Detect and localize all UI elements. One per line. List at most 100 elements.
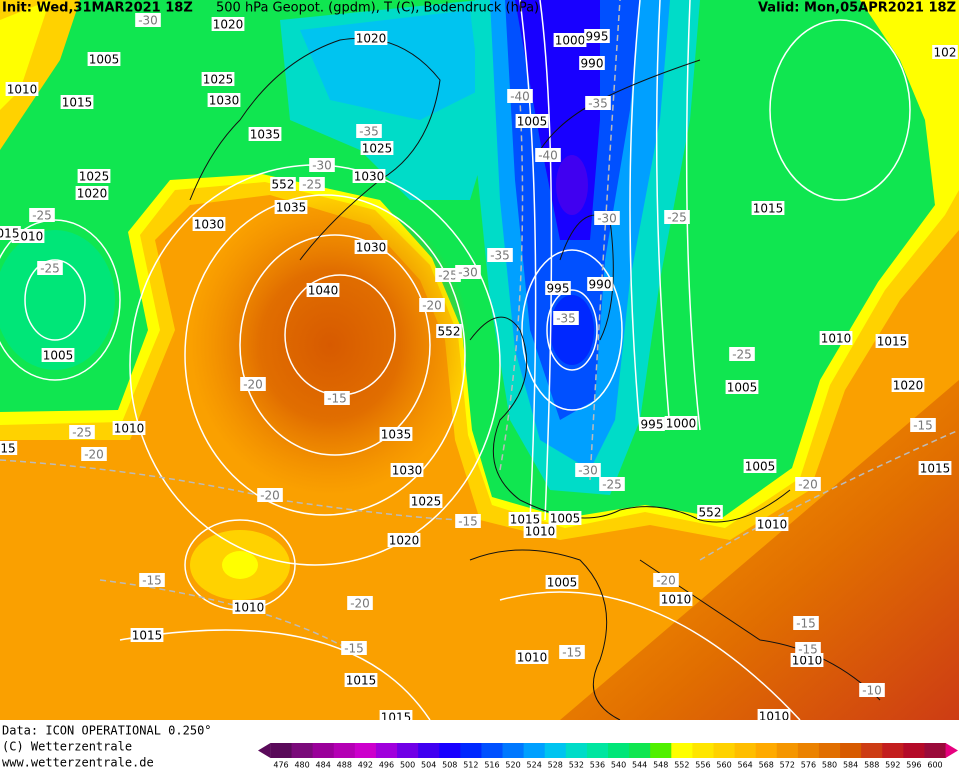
colorbar-label: 584 [843,761,858,770]
pressure-label-box [548,511,582,525]
pressure-label: 1030 [209,94,240,108]
pressure-label-box [207,93,241,107]
colorbar-label: 528 [548,761,563,770]
pressure-label-box [306,283,340,297]
colorbar-swatch [924,743,947,758]
temperature-label: -30 [597,212,617,226]
height-label: 552 [699,506,722,520]
pressure-label: 1015 [346,674,377,688]
colorbar-swatch [903,743,925,758]
temperature-label: -20 [84,448,104,462]
pressure-label: 1030 [392,464,423,478]
colorbar-swatch [333,743,356,758]
temperature-label: -25 [32,209,52,223]
temperature-label-box [419,298,445,312]
pressure-label: 1010 [114,422,145,436]
pressure-label-box [755,517,789,531]
colorbar-swatch [544,743,567,758]
map-background [0,0,959,720]
colorbar-label: 552 [674,761,689,770]
pressure-label-box [354,31,388,45]
temperature-label: -30 [138,14,158,28]
pressure-label-box [819,331,853,345]
colorbar-label: 596 [906,761,921,770]
pressure-label-box [584,29,610,43]
temperature-label-box [257,488,283,502]
pressure-label-box [515,650,549,664]
temperature-label-box [664,210,690,224]
pressure-label-box [508,512,542,526]
pressure-label-box [360,141,394,155]
pressure-label-box [587,277,613,291]
colorbar-label: 484 [316,761,331,770]
pressure-label: 1020 [893,379,924,393]
colorbar-swatch [629,743,651,758]
temperature-label: -30 [312,159,332,173]
temperature-label-box [299,177,325,191]
colorbar-label: 576 [801,761,816,770]
temperature-label-box [455,514,481,528]
temperature-label: -20 [656,574,676,588]
pressure-label-box [409,494,443,508]
temperature-label-box [69,425,95,439]
height-label: 552 [272,178,295,192]
pressure-label-box [553,33,587,47]
temperature-label: -30 [458,266,478,280]
pressure-label-box [0,226,21,240]
colorbar-swatch [692,743,714,758]
pressure-label: 1025 [411,495,442,509]
pressure-label-box [379,427,413,441]
colorbar-label: 520 [505,761,520,770]
map-title: 500 hPa Geopot. (gpdm), T (C), Bodendruc… [216,1,539,16]
pressure-label: 102 [934,46,957,60]
temperature-label-box [585,96,611,110]
temperature-label: -35 [490,249,510,263]
colorbar-label: 572 [780,761,795,770]
pressure-label: 1030 [194,218,225,232]
temperature-label: -20 [798,478,818,492]
pressure-label: 1010 [234,601,265,615]
pressure-label-box [130,628,164,642]
colorbar-label: 600 [927,761,942,770]
temperature-label: -25 [72,426,92,440]
pressure-label-box [757,709,791,723]
pressure-label: 995 [586,30,609,44]
colorbar-label: 480 [294,761,309,770]
colorbar-swatch [439,743,461,758]
pressure-label: 1005 [547,576,578,590]
temperature-label-box [793,616,819,630]
temperature-label: -35 [556,312,576,326]
temperature-label-box [341,641,367,655]
temperature-label: -20 [243,378,263,392]
pressure-label: 1035 [250,128,281,142]
colorbar-swatch [502,743,525,758]
pressure-label: 1000 [666,417,697,431]
pressure-label-box [579,56,605,70]
pressure-label-box [87,52,121,66]
temperature-label-box [81,447,107,461]
temperature-label: -15 [798,643,818,657]
pressure-label-box [75,186,109,200]
temperature-label: -25 [667,211,687,225]
temperature-label: -25 [732,348,752,362]
temperature-label-box [559,645,585,659]
temperature-label: -25 [438,269,458,283]
colorbar-swatch [481,743,504,758]
temperature-label-box [37,261,63,275]
pressure-label: 1005 [727,381,758,395]
height-label-box [697,505,723,519]
temperature-label-box [435,268,461,282]
pressure-label-box [41,348,75,362]
temperature-label: -40 [510,90,530,104]
temperature-label: -35 [588,97,608,111]
pressure-label: 1010 [7,83,38,97]
pressure-label-box [743,459,777,473]
pressure-label: 1010 [525,525,556,539]
height-label-box [270,177,296,191]
pressure-label: 1015 [510,513,541,527]
colorbar-label: 548 [653,761,668,770]
temperature-label-box [653,573,679,587]
colorbar-swatch [861,743,883,758]
colorbar-swatch [523,743,546,758]
